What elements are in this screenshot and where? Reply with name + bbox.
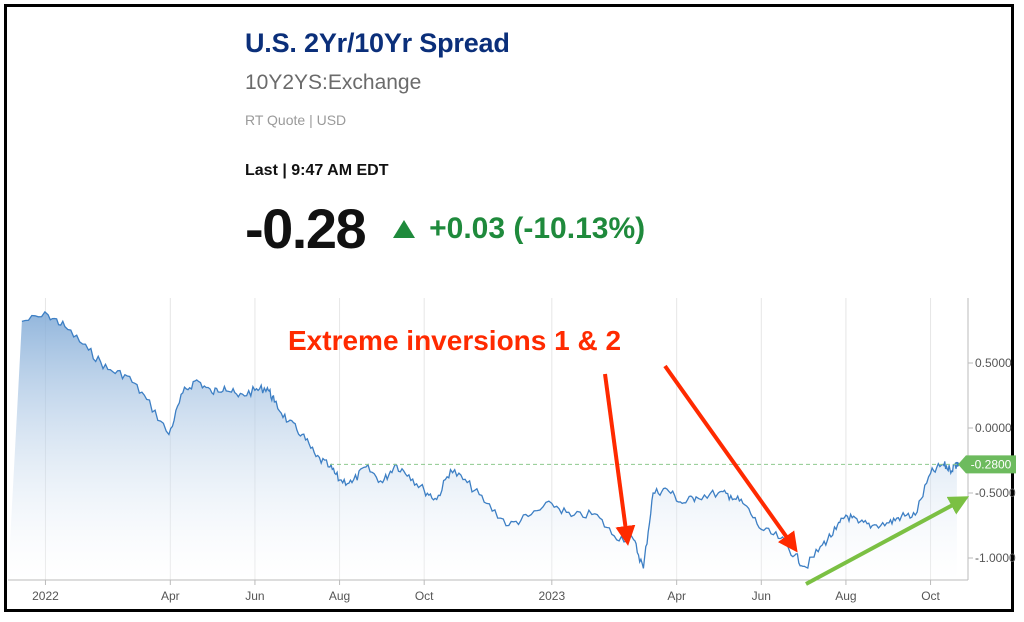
trend-arrow (805, 496, 970, 586)
x-tick-label: Oct (415, 589, 434, 603)
y-tick-label: 0.0000 (975, 421, 1012, 435)
series-area (8, 311, 957, 580)
last-price: -0.28 (245, 197, 367, 260)
y-tick-label: 0.5000 (975, 356, 1012, 370)
y-tick-label: -1.0000 (975, 551, 1016, 565)
quote-symbol: 10Y2YS:Exchange (245, 71, 422, 94)
triangle-up-icon (393, 219, 416, 238)
price-row: -0.28 +0.03 (-10.13%) (245, 196, 645, 261)
last-value-label: -0.2800 (971, 457, 1012, 471)
quote-header: U.S. 2Yr/10Yr Spread 10Y2YS:Exchange RT … (245, 28, 645, 260)
inversion-2-arrow (663, 364, 798, 553)
x-tick-label: 2022 (32, 589, 59, 603)
last-value-badge (958, 455, 1016, 474)
last-trade-label: Last | 9:47 AM EDT (245, 162, 389, 179)
x-tick-label: 2023 (538, 589, 565, 603)
x-tick-label: Apr (161, 589, 180, 603)
price-change: +0.03 (-10.13%) (429, 211, 646, 245)
x-tick-label: Aug (835, 589, 856, 603)
x-tick-label: Aug (329, 589, 350, 603)
y-tick-label: -0.5000 (975, 486, 1016, 500)
x-tick-label: Jun (245, 589, 264, 603)
quote-title: U.S. 2Yr/10Yr Spread (245, 28, 510, 58)
annotation-text: Extreme inversions 1 & 2 (288, 325, 621, 356)
x-tick-label: Oct (921, 589, 940, 603)
inversion-1-arrow (603, 373, 636, 546)
quote-meta: RT Quote | USD (245, 112, 347, 128)
x-tick-label: Jun (752, 589, 771, 603)
series-line (21, 310, 958, 570)
x-tick-label: Apr (667, 589, 686, 603)
